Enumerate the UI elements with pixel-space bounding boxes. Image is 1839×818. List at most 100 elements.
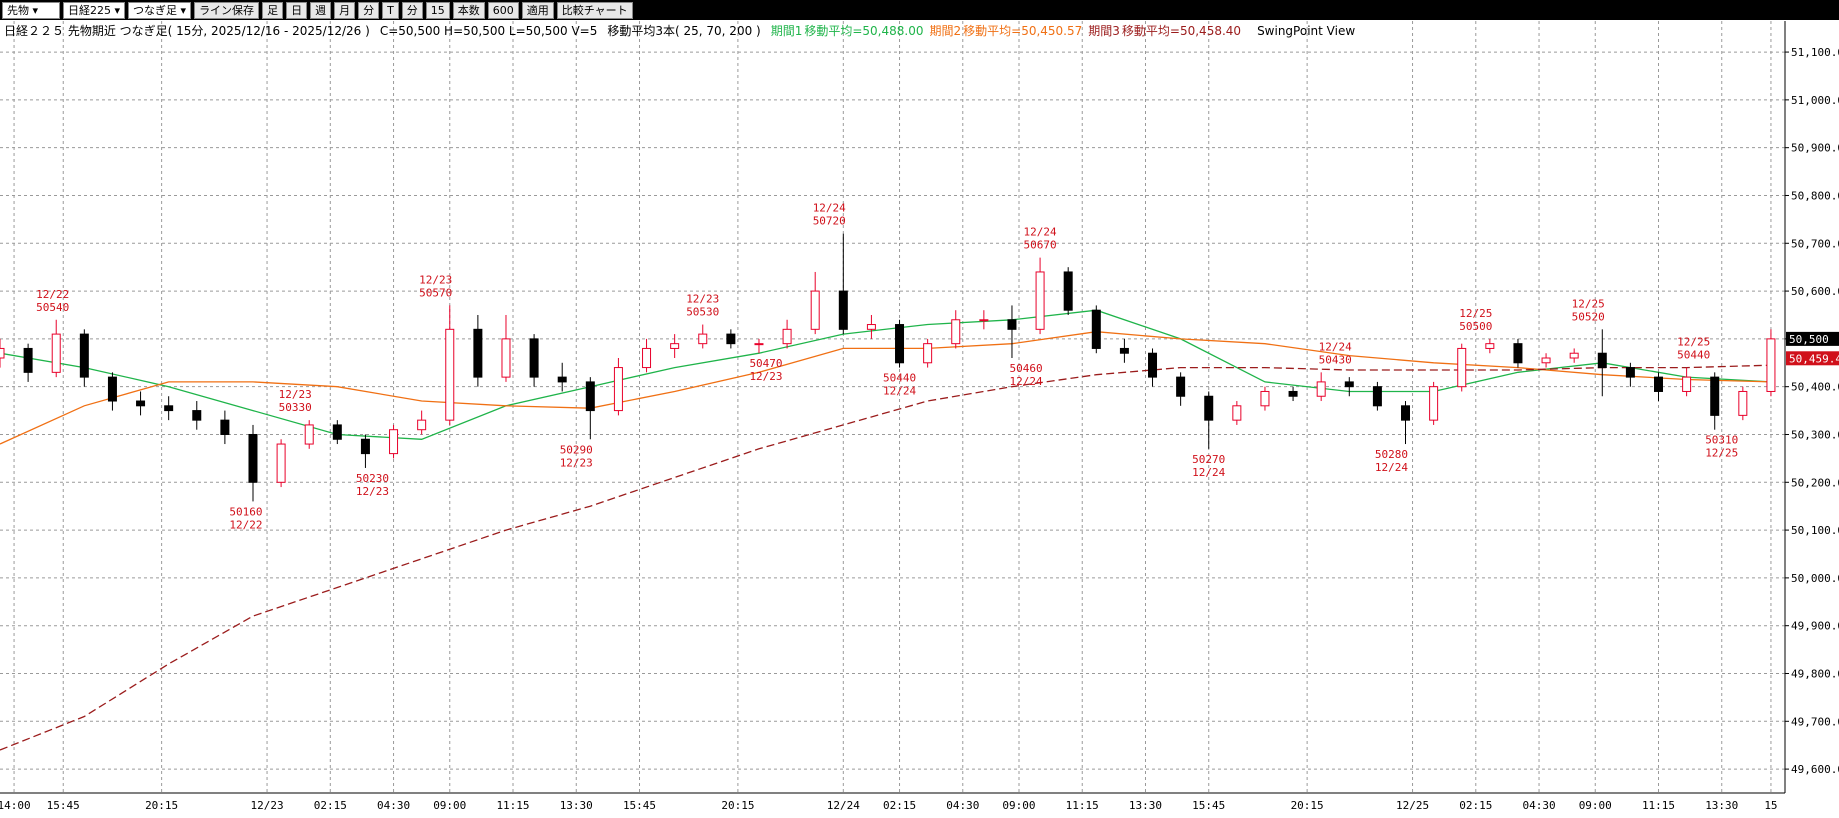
toolbar-item[interactable]: 週	[310, 1, 332, 19]
candle-body	[810, 290, 820, 330]
toolbar-item[interactable]: 足	[262, 1, 284, 19]
price-tag	[1786, 351, 1839, 366]
legend-name: 期間3	[1088, 24, 1120, 38]
candle-body	[1232, 405, 1242, 421]
y-tick-label: 51,000.0	[1791, 94, 1839, 107]
toolbar-item[interactable]: 適用	[521, 1, 554, 19]
x-tick-label: 09:00	[433, 799, 466, 812]
swing-label: 50330	[279, 401, 312, 414]
candle-body	[248, 433, 258, 483]
swing-label: 50670	[1024, 239, 1057, 252]
swing-label: 50530	[686, 306, 719, 319]
candle-body	[1260, 390, 1270, 407]
legend: 期間1 移動平均=50,488.00 期間2 移動平均=50,450.57 期間3 移動平…	[771, 24, 1247, 38]
swing-label: 12/25	[1459, 307, 1492, 320]
ma-line	[0, 364, 1771, 751]
x-tick-label: 09:00	[1579, 799, 1612, 812]
y-tick-label: 50,600.0	[1791, 285, 1839, 298]
candle-body	[220, 419, 230, 435]
legend-value: 移動平均=50,450.57	[963, 24, 1083, 38]
swing-label: 50270	[1192, 453, 1225, 466]
swing-label: 12/23	[749, 370, 782, 383]
toolbar-item[interactable]: 先物 ▾	[2, 1, 60, 19]
candle-body	[1766, 338, 1776, 392]
candle-body	[164, 405, 174, 412]
toolbar-item[interactable]: 分	[401, 1, 423, 19]
swing-label: 12/23	[356, 485, 389, 498]
x-tick-label: 15	[1764, 799, 1777, 812]
x-tick-label: 13:30	[560, 799, 593, 812]
candle-body	[1485, 343, 1495, 349]
x-tick-label: 02:15	[883, 799, 916, 812]
candle-body	[23, 347, 33, 373]
candle-body	[501, 338, 511, 378]
y-tick-label: 50,900.0	[1791, 142, 1839, 155]
x-tick-label: 12/23	[250, 799, 283, 812]
candle-body	[1091, 309, 1101, 349]
toolbar-item[interactable]: 15	[425, 1, 450, 19]
dropdown-arrow: ▾	[177, 3, 187, 17]
x-tick-label: 20:15	[145, 799, 178, 812]
toolbar-item[interactable]: 日経225 ▾	[63, 1, 126, 19]
swing-label: 50470	[749, 357, 782, 370]
candle-body	[1176, 376, 1186, 397]
y-tick-label: 50,300.0	[1791, 428, 1839, 441]
price-tag-label: 50,459.4	[1789, 352, 1839, 365]
legend-name: 期間1	[770, 24, 803, 38]
candle-body	[670, 343, 680, 349]
toolbar-item[interactable]: 分	[358, 1, 380, 19]
x-tick-label: 02:15	[314, 799, 347, 812]
x-tick-label: 11:15	[1066, 799, 1099, 812]
ma-line	[0, 309, 1771, 440]
toolbar-item[interactable]: T	[382, 1, 399, 19]
swing-label: 12/25	[1705, 447, 1738, 460]
candle-body	[1457, 347, 1467, 388]
candle-body	[1063, 271, 1073, 311]
swing-label: 50290	[560, 443, 593, 456]
candle-body	[613, 367, 623, 412]
toolbar-item[interactable]: 比較チャート	[556, 1, 633, 19]
candle-body	[866, 324, 876, 330]
swing-label: 12/23	[686, 293, 719, 306]
y-tick-label: 50,700.0	[1791, 237, 1839, 250]
x-tick-label: 15:45	[623, 799, 656, 812]
swing-label: 12/23	[419, 273, 452, 286]
swing-label: 12/24	[1024, 226, 1057, 239]
x-tick-label: 13:30	[1129, 799, 1162, 812]
y-tick-label: 50,200.0	[1791, 476, 1839, 489]
candle-body	[304, 424, 314, 445]
x-tick-label: 20:15	[721, 799, 754, 812]
legend-value: 移動平均=50,458.40	[1121, 24, 1242, 38]
y-tick-label: 50,800.0	[1791, 189, 1839, 202]
candle-body	[1035, 271, 1045, 330]
toolbar-item[interactable]: つなぎ足 ▾	[128, 1, 192, 19]
ma-line	[0, 331, 1771, 445]
swing-label: 50440	[1677, 349, 1710, 362]
toolbar-item[interactable]: 600	[487, 1, 519, 19]
x-tick-label: 12/24	[827, 799, 860, 812]
x-tick-label: 14:00	[0, 799, 31, 812]
toolbar-item[interactable]: 本数	[452, 1, 485, 19]
y-tick-label: 49,600.0	[1791, 763, 1839, 776]
swing-label: 12/23	[560, 456, 593, 469]
swing-label: 12/24	[1192, 466, 1225, 479]
x-tick-label: 04:30	[1522, 799, 1555, 812]
toolbar-item[interactable]: 月	[334, 1, 356, 19]
candle-body	[1569, 352, 1579, 359]
y-tick-label: 49,900.0	[1791, 620, 1839, 633]
toolbar-item[interactable]: 日	[286, 1, 308, 19]
candle-body	[1288, 390, 1298, 397]
x-tick-label: 13:30	[1705, 799, 1738, 812]
candle-body	[1682, 376, 1692, 392]
swing-label: 12/24	[883, 385, 916, 398]
toolbar-item[interactable]: ライン保存	[194, 1, 260, 19]
y-tick-label: 49,800.0	[1791, 667, 1839, 680]
y-tick-label: 50,100.0	[1791, 524, 1839, 537]
swing-label: 50280	[1375, 448, 1408, 461]
candle-body	[445, 328, 455, 421]
swing-label: 50160	[229, 505, 262, 518]
candle-body	[136, 400, 146, 407]
swing-label: 50460	[1009, 362, 1042, 375]
